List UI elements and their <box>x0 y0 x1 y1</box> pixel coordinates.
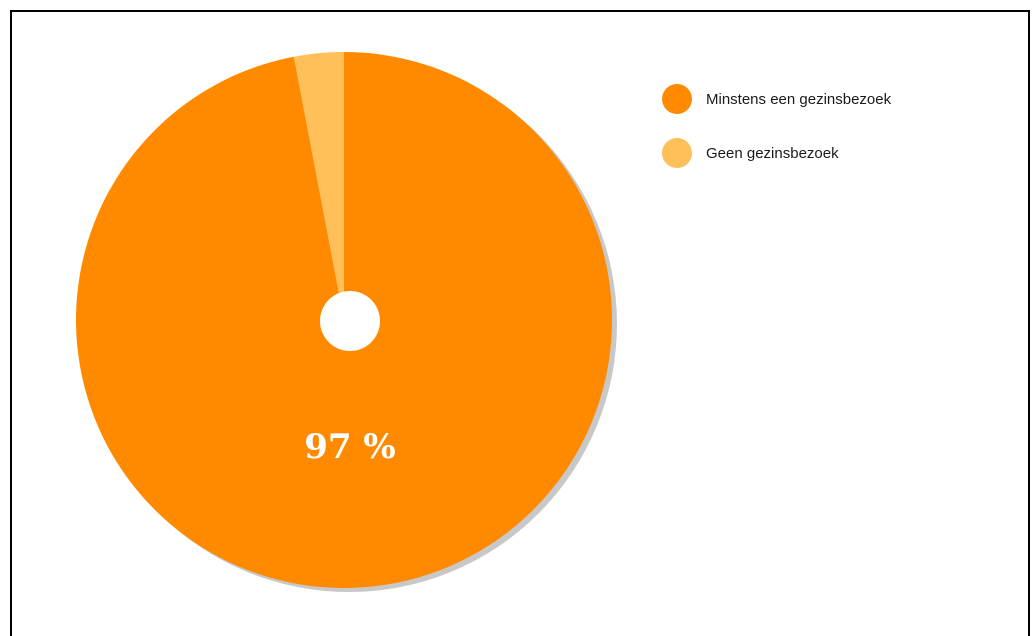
legend-item-minstens: Minstens een gezinsbezoek <box>662 84 891 114</box>
pie-slice-geen <box>293 52 344 320</box>
legend-swatch-geen <box>662 138 692 168</box>
legend-item-geen: Geen gezinsbezoek <box>662 138 891 168</box>
legend-label-minstens: Minstens een gezinsbezoek <box>706 90 892 108</box>
legend: Minstens een gezinsbezoek Geen gezinsbez… <box>662 84 891 192</box>
legend-label-geen: Geen gezinsbezoek <box>706 144 839 162</box>
pie-center-hole <box>320 291 380 351</box>
slice-label-minstens: 97 % <box>304 427 395 467</box>
legend-swatch-minstens <box>662 84 692 114</box>
